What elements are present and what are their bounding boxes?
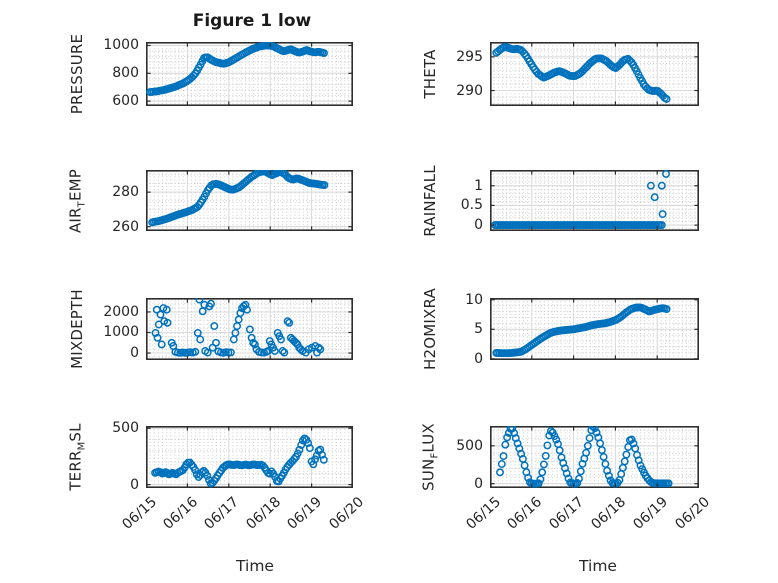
y-axis-label-text: MIXDEPTH (68, 289, 86, 369)
y-axis-label-text: PRESSURE (68, 33, 86, 115)
data-markers (151, 298, 325, 357)
y-axis-label-subscript: F (429, 452, 441, 459)
axis-ticks (146, 171, 353, 230)
axis-ticks (490, 427, 699, 487)
plot-border (490, 42, 699, 106)
x-tick-label: 06/19 (630, 494, 671, 533)
y-tick-label: 10 (465, 291, 483, 308)
y-tick-label: 5 (474, 321, 483, 338)
y-axis-label-text: SUN (419, 458, 438, 491)
axis-ticks (490, 299, 699, 360)
y-axis-label-theta: THETA (421, 49, 439, 98)
axis-ticks (490, 43, 699, 105)
y-axis-label-text: LUX (419, 423, 438, 453)
figure-title: Figure 1 low (192, 11, 312, 31)
y-axis-label-rainfall: RAINFALL (421, 165, 439, 237)
y-axis-label-terr-msl: TERRMSL (67, 423, 88, 490)
y-tick-label: 0 (130, 476, 139, 493)
major-grid (146, 42, 353, 106)
x-axis-label-left: Time (236, 557, 274, 575)
plot-border (490, 298, 699, 360)
y-axis-label-subscript: T (76, 200, 88, 207)
y-axis-label-text: SL (66, 423, 85, 442)
x-tick-label: 06/15 (119, 494, 160, 533)
y-tick-label: 500 (112, 420, 139, 437)
axis-ticks (490, 171, 699, 230)
y-tick-label: 0 (474, 217, 483, 234)
y-tick-label: 0 (474, 475, 483, 492)
plot-border (146, 42, 353, 106)
y-axis-label-text: EMP (66, 168, 85, 201)
subplot-pressure (146, 42, 353, 106)
y-tick-label: 800 (112, 65, 139, 82)
plot-border (490, 426, 699, 488)
x-tick-label: 06/19 (284, 494, 326, 533)
data-markers (492, 42, 671, 103)
x-tick-label: 06/16 (504, 494, 546, 533)
subplot-rainfall (490, 170, 699, 231)
x-tick-label: 06/20 (326, 494, 367, 533)
subplot-mixdepth (146, 298, 353, 360)
subplot-air-temp (146, 170, 353, 231)
y-axis-label-text: H2OMIXRA (421, 288, 439, 370)
y-tick-label: 0 (130, 345, 139, 362)
x-tick-label: 06/18 (243, 494, 284, 533)
y-tick-label: 600 (112, 93, 139, 110)
x-tick-label: 06/17 (201, 494, 243, 533)
subplot-terr-msl (146, 426, 353, 488)
axis-ticks (146, 43, 353, 105)
y-axis-label-subscript: M (76, 441, 88, 451)
plot-border (490, 170, 699, 231)
y-axis-label-text: AIR (66, 206, 85, 233)
y-tick-label: 0 (474, 350, 483, 367)
plot-border (146, 298, 353, 360)
y-tick-label: 500 (456, 437, 483, 454)
subplot-h2omixra (490, 298, 699, 360)
axis-ticks (146, 299, 353, 359)
plot-border (146, 426, 353, 488)
data-markers (496, 426, 673, 488)
major-grid (146, 170, 353, 231)
y-tick-label: 1 (474, 177, 483, 194)
y-tick-label: 295 (456, 48, 483, 65)
y-tick-label: 0.5 (460, 197, 483, 214)
x-tick-label: 06/17 (546, 494, 588, 533)
x-tick-label: 06/18 (588, 494, 630, 533)
data-markers (146, 42, 328, 97)
y-tick-label: 1000 (103, 324, 139, 341)
x-tick-label: 06/15 (463, 494, 504, 533)
major-grid (146, 426, 353, 488)
minor-grid (490, 170, 699, 231)
y-axis-label-mixdepth: MIXDEPTH (68, 289, 86, 369)
data-markers (151, 434, 328, 488)
y-axis-label-h2omixra: H2OMIXRA (421, 288, 439, 370)
minor-grid (146, 42, 353, 106)
y-axis-label-pressure: PRESSURE (68, 34, 86, 114)
y-tick-label: 290 (456, 82, 483, 99)
y-tick-label: 2000 (103, 303, 139, 320)
axis-ticks (146, 427, 353, 487)
plot-border (146, 170, 353, 231)
data-markers (492, 303, 671, 358)
data-markers (148, 170, 329, 227)
y-axis-label-sun-flux: SUNFLUX (420, 423, 441, 491)
x-tick-label: 06/20 (672, 494, 713, 533)
y-axis-label-text: RAINFALL (421, 164, 439, 237)
y-axis-label-air-temp: AIRTEMP (67, 168, 88, 232)
subplot-sun-flux (490, 426, 699, 488)
y-tick-label: 260 (112, 218, 139, 235)
x-tick-label: 06/16 (160, 494, 202, 533)
y-axis-label-text: THETA (421, 49, 439, 99)
y-tick-label: 280 (112, 184, 139, 201)
y-tick-label: 1000 (103, 37, 139, 54)
subplot-theta (490, 42, 699, 106)
x-axis-label-right: Time (579, 557, 617, 575)
y-axis-label-text: TERR (66, 450, 85, 491)
